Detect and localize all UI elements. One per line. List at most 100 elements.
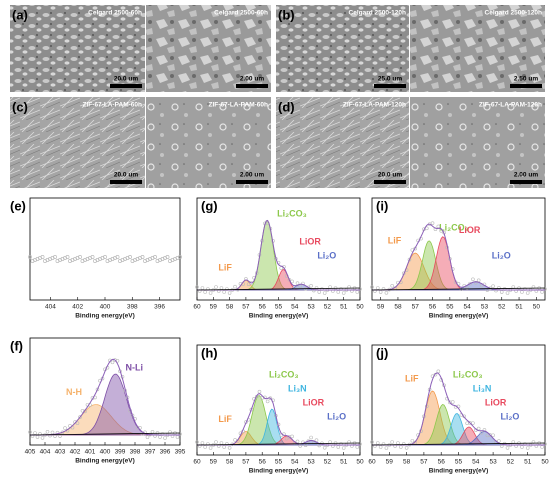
scatter-point — [471, 421, 475, 425]
scatter-point — [219, 441, 224, 445]
scatter-point — [284, 436, 289, 441]
sem-caption: ZIF-67-LA-PAM-60h — [83, 102, 142, 109]
scale-label: 2.00 um — [514, 172, 538, 179]
scatter-point — [450, 400, 455, 404]
x-tick-label: 60 — [193, 304, 201, 311]
scatter-point — [355, 445, 360, 449]
x-tick-label: 60 — [193, 459, 201, 466]
plot-frame — [29, 197, 181, 301]
scale-bar — [236, 84, 268, 88]
scatter-point — [222, 445, 226, 449]
scatter-point — [65, 255, 70, 259]
scale-bar — [110, 84, 142, 88]
scatter-point — [370, 440, 374, 444]
x-tick-label: 54 — [291, 304, 299, 311]
sem-caption: Celgard 2500-60h — [88, 10, 142, 17]
x-tick-label: 402 — [70, 449, 81, 456]
scatter-point — [208, 446, 213, 450]
peak-label: LiF — [388, 235, 402, 245]
scatter-point — [336, 290, 341, 294]
scatter-point — [28, 255, 32, 259]
scatter-point — [378, 445, 383, 449]
scatter-point — [499, 290, 504, 294]
scatter-point — [113, 358, 117, 362]
x-axis-label: Binding energy(eV) — [429, 313, 489, 320]
x-tick-label: 401 — [85, 449, 96, 456]
x-tick-label: 396 — [154, 304, 165, 311]
scatter-point — [165, 255, 170, 259]
panel-label: (i) — [376, 198, 388, 213]
panel-label: (d) — [278, 99, 295, 114]
x-tick-label: 59 — [210, 304, 218, 311]
scatter-point — [48, 433, 52, 438]
scatter-point — [115, 255, 120, 259]
x-tick-label: 400 — [100, 304, 111, 311]
x-tick-label: 57 — [420, 459, 428, 466]
peak-label: Li₃N — [288, 383, 307, 393]
scatter-point — [375, 441, 380, 445]
x-tick-label: 54 — [464, 304, 472, 311]
scatter-point — [153, 255, 157, 259]
scatter-point — [468, 281, 472, 286]
scatter-point — [30, 434, 35, 438]
scatter-point — [95, 387, 100, 392]
scatter-point — [370, 285, 374, 289]
scatter-point — [28, 430, 32, 434]
scatter-point — [35, 435, 40, 439]
x-tick-label: 53 — [481, 304, 489, 311]
peak-label: Li₂CO₃ — [277, 209, 307, 219]
x-tick-label: 400 — [100, 449, 111, 456]
scatter-point — [128, 255, 132, 259]
x-tick-label: 404 — [40, 449, 51, 456]
scatter-point — [290, 434, 294, 439]
scatter-point — [322, 291, 327, 295]
x-tick-label: 403 — [55, 449, 66, 456]
panel-label: (b) — [278, 7, 295, 22]
baseline — [29, 432, 181, 436]
x-axis-label: Binding energy(eV) — [75, 458, 135, 465]
sem-caption: ZIF-67-LA-PAM-60h — [209, 102, 268, 109]
scatter-point — [75, 421, 80, 426]
x-tick-label: 55 — [275, 304, 283, 311]
fit-peak — [30, 373, 180, 436]
scatter-point — [287, 277, 292, 282]
sem-image — [146, 5, 271, 92]
x-tick-label: 55 — [446, 304, 454, 311]
x-tick-label: 402 — [72, 304, 83, 311]
peak-label: LiF — [405, 373, 419, 383]
scatter-point — [90, 255, 95, 259]
scatter-point — [520, 290, 524, 294]
scatter-point — [378, 290, 383, 294]
scatter-point — [40, 436, 45, 440]
scatter-point — [341, 446, 346, 450]
scatter-point — [45, 430, 50, 434]
scatter-point — [497, 286, 501, 290]
scatter-point — [214, 285, 218, 289]
scatter-point — [200, 441, 205, 445]
x-tick-label: 50 — [356, 459, 364, 466]
x-tick-label: 57 — [242, 304, 250, 311]
scale-label: 2.00 um — [240, 172, 264, 179]
scale-label: 2.00 um — [240, 76, 264, 83]
x-tick-label: 51 — [515, 304, 523, 311]
fit-peak — [197, 269, 360, 291]
scatter-point — [479, 430, 484, 435]
scatter-point — [145, 435, 150, 439]
peak-label: Li₂O — [492, 250, 511, 260]
scatter-point — [214, 440, 218, 444]
scatter-point — [384, 291, 389, 295]
plot-frame — [371, 197, 546, 301]
sem-image — [146, 97, 271, 188]
scatter-point — [514, 289, 518, 293]
scatter-point — [396, 441, 400, 445]
scatter-point — [195, 440, 199, 444]
scatter-point — [208, 291, 213, 295]
scatter-point — [476, 278, 481, 283]
panel-label: (f) — [10, 338, 23, 353]
scatter-point — [257, 389, 262, 394]
x-tick-label: 50 — [541, 459, 549, 466]
scatter-point — [163, 436, 167, 440]
peak-label: Li₂CO₃ — [453, 369, 483, 379]
scatter-point — [158, 435, 162, 439]
scatter-point — [219, 286, 224, 290]
